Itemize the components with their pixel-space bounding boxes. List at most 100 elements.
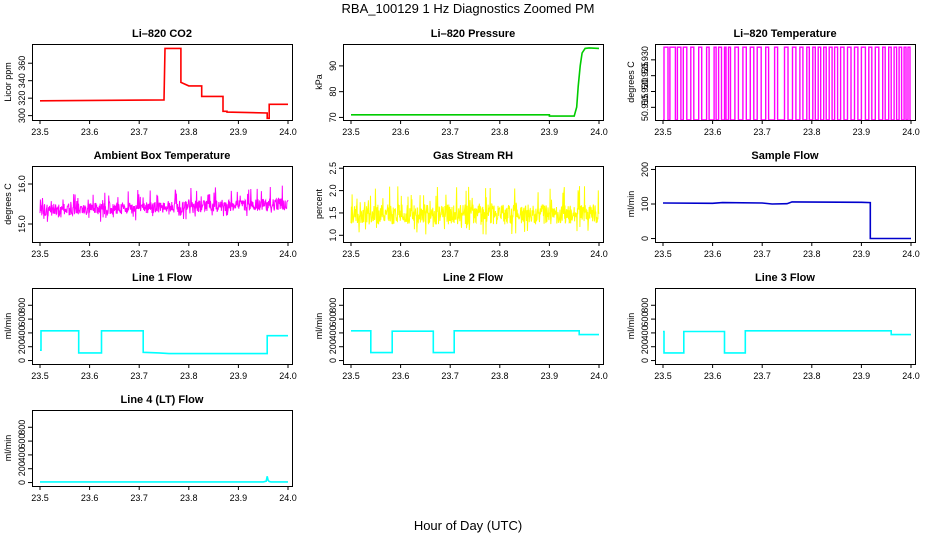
x-tick-label: 23.7: [753, 249, 771, 259]
x-tick-label: 23.9: [541, 249, 559, 259]
x-tick-label: 24.0: [590, 127, 608, 137]
plot-area: [40, 476, 288, 483]
y-tick-label: 200: [640, 339, 650, 354]
y-tick-label: 100: [640, 196, 650, 211]
panel-title: Gas Stream RH: [433, 150, 513, 162]
plot-frame: [343, 44, 604, 121]
x-tick-label: 23.7: [441, 371, 459, 381]
x-tick-label: 23.6: [81, 493, 99, 503]
panel-8: Line 2 Flow ml/min 23.5 23.6 23.7 23.8 23.9 24.…: [314, 272, 608, 381]
x-tick-label: 23.5: [31, 249, 49, 259]
y-tick-label: 200: [328, 339, 338, 354]
panel-title: Line 2 Flow: [443, 272, 503, 284]
y-tick-label: 800: [328, 298, 338, 313]
panel-2: Li–820 Pressure kPa 23.5 23.6 23.7 23.8 23.9 24…: [314, 28, 608, 137]
x-tick-label: 23.6: [704, 371, 722, 381]
plot-frame: [343, 166, 604, 243]
panel-5: Gas Stream RH percent 23.5 23.6 23.7 23.8 23.9…: [314, 150, 608, 259]
y-tick-label: 0: [17, 480, 27, 485]
x-tick-label: 23.7: [753, 127, 771, 137]
x-tick-label: 23.8: [180, 127, 198, 137]
x-tick-label: 23.6: [81, 371, 99, 381]
panel-title: Li–820 CO2: [132, 28, 192, 40]
y-tick-label: 0: [640, 358, 650, 363]
plot-area: [662, 201, 911, 240]
x-tick-label: 23.9: [230, 493, 248, 503]
x-tick-label: 23.7: [441, 249, 459, 259]
x-tick-label: 23.6: [704, 249, 722, 259]
x-tick-label: 23.8: [803, 249, 821, 259]
y-axis-label: percent: [314, 188, 324, 219]
plot-area: [351, 329, 599, 354]
x-tick-label: 24.0: [279, 127, 297, 137]
plot-area: [350, 186, 600, 235]
y-tick-label: 16.0: [17, 175, 27, 193]
series-line: [40, 476, 288, 483]
y-axis-label: ml/min: [3, 435, 13, 462]
panel-title: Ambient Box Temperature: [94, 150, 231, 162]
y-tick-label: 0: [328, 358, 338, 363]
x-tick-label: 23.8: [180, 371, 198, 381]
panel-title: Line 3 Flow: [755, 272, 815, 284]
series-line: [39, 185, 289, 222]
series-line: [663, 46, 911, 120]
x-tick-label: 23.5: [31, 371, 49, 381]
x-tick-label: 23.6: [704, 127, 722, 137]
panel-7: Line 1 Flow ml/min 23.5 23.6 23.7 23.8 23.9 24.…: [3, 272, 297, 381]
y-tick-label: 340: [17, 73, 27, 88]
y-tick-label: 360: [17, 56, 27, 71]
plot-area: [40, 329, 288, 355]
x-axis-title: Hour of Day (UTC): [413, 518, 523, 533]
y-axis-label: kPa: [314, 74, 324, 90]
panel-title: Li–820 Temperature: [733, 28, 836, 40]
plot-area: [351, 47, 600, 117]
x-tick-label: 23.7: [753, 371, 771, 381]
x-tick-label: 23.9: [230, 127, 248, 137]
panel-4: Ambient Box Temperature degrees C 23.5 23.6…: [3, 150, 297, 259]
panel-1: Li–820 CO2 Licor ppm 23.5 23.6 23.7 23.8 23.9 2…: [3, 28, 297, 137]
plot-frame: [32, 288, 293, 365]
x-tick-label: 23.6: [81, 127, 99, 137]
x-tick-label: 23.8: [803, 127, 821, 137]
x-tick-label: 23.5: [342, 127, 360, 137]
y-tick-label: 1.5: [328, 207, 338, 220]
x-tick-label: 23.7: [130, 127, 148, 137]
y-tick-label: 50.915: [640, 94, 650, 122]
y-tick-label: 600: [17, 312, 27, 327]
x-tick-label: 23.9: [853, 127, 871, 137]
y-tick-label: 0: [17, 358, 27, 363]
y-tick-label: 200: [640, 162, 650, 177]
y-tick-label: 320: [17, 91, 27, 106]
y-tick-label: 300: [17, 108, 27, 123]
panel-title: Li–820 Pressure: [431, 28, 515, 40]
y-tick-label: 800: [17, 420, 27, 435]
x-tick-label: 24.0: [590, 249, 608, 259]
plot-frame: [343, 288, 604, 365]
y-axis-label: ml/min: [314, 313, 324, 340]
x-tick-label: 24.0: [279, 249, 297, 259]
series-line: [40, 329, 288, 355]
series-line: [351, 329, 599, 354]
plot-area: [39, 47, 288, 120]
x-tick-label: 23.9: [853, 249, 871, 259]
x-tick-label: 23.9: [853, 371, 871, 381]
x-tick-label: 23.5: [31, 493, 49, 503]
series-line: [350, 186, 600, 235]
y-tick-label: 80: [328, 87, 338, 97]
x-tick-label: 23.8: [180, 249, 198, 259]
figure-title: RBA_100129 1 Hz Diagnostics Zoomed PM: [341, 1, 595, 16]
y-axis-label: ml/min: [3, 313, 13, 340]
y-tick-label: 0: [640, 236, 650, 241]
y-axis-label: ml/min: [626, 191, 636, 218]
y-tick-label: 50.925: [640, 62, 650, 90]
y-tick-label: 400: [17, 325, 27, 340]
y-tick-label: 2.5: [328, 162, 338, 175]
x-tick-label: 24.0: [902, 249, 920, 259]
x-tick-label: 23.5: [342, 249, 360, 259]
series-line: [351, 47, 600, 117]
x-tick-label: 23.8: [180, 493, 198, 503]
x-tick-label: 23.5: [654, 249, 672, 259]
x-tick-label: 23.9: [541, 127, 559, 137]
plot-area: [663, 329, 911, 354]
panel-10: Line 4 (LT) Flow ml/min 23.5 23.6 23.7 23.8 23…: [3, 394, 297, 503]
